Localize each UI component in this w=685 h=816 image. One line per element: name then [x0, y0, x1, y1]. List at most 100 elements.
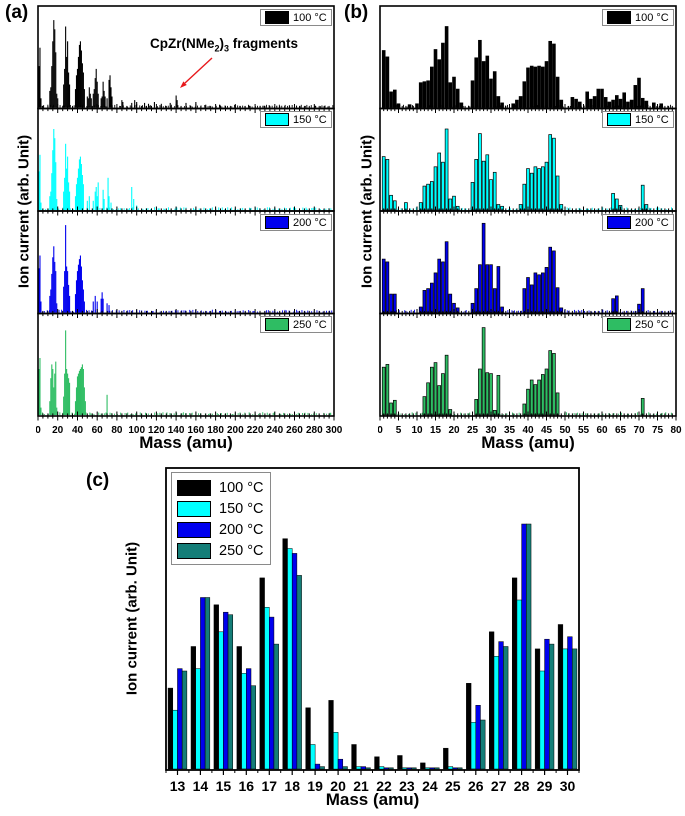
svg-text:200: 200 — [227, 425, 244, 436]
legend-b-250c: 250 °C — [602, 316, 674, 333]
legend-label-150c: 150 °C — [293, 113, 327, 126]
legend-swatch-150c-icon — [607, 113, 631, 126]
svg-text:23: 23 — [399, 778, 415, 794]
svg-text:75: 75 — [652, 425, 664, 436]
panel-c-label: (c) — [86, 470, 110, 491]
legend-swatch-250c-icon — [607, 318, 631, 331]
legend-b-150c: 150 °C — [602, 111, 674, 128]
legend-label-250c: 250 °C — [219, 542, 264, 559]
svg-text:220: 220 — [247, 425, 264, 436]
svg-text:25: 25 — [445, 778, 461, 794]
legend-c-row-100c: 100 °C — [177, 477, 264, 498]
legend-swatch-150c-icon — [177, 500, 211, 517]
panel-b-spectra-chart: 0 5 10 15 20 25 30 35 40 45 50 55 60 65 70 75 80 — [378, 5, 682, 436]
legend-b-100c: 100 °C — [602, 9, 674, 26]
svg-text:20: 20 — [52, 425, 64, 436]
svg-text:21: 21 — [353, 778, 369, 794]
cpzr-fragments-annotation: CpZr(NMe2)3 fragments — [150, 36, 299, 54]
panel-a-spectra-chart: 0 20 40 60 80 100 120 140 160 180 200 220 240 260 280 3… — [36, 5, 342, 436]
svg-text:24: 24 — [422, 778, 438, 794]
svg-text:25: 25 — [467, 425, 479, 436]
legend-swatch-250c-icon — [177, 542, 211, 559]
svg-text:140: 140 — [168, 425, 185, 436]
panel-b-y-axis-label: Ion current (arb. Unit) — [358, 134, 376, 289]
legend-label-200c: 200 °C — [219, 521, 264, 538]
legend-c-row-200c: 200 °C — [177, 519, 264, 540]
legend-label-100c: 100 °C — [293, 11, 327, 24]
legend-label-200c: 200 °C — [635, 216, 669, 229]
svg-text:28: 28 — [514, 778, 530, 794]
panel-a-label: (a) — [5, 2, 29, 23]
svg-text:80: 80 — [670, 425, 682, 436]
svg-text:22: 22 — [376, 778, 392, 794]
svg-text:20: 20 — [448, 425, 460, 436]
svg-text:0: 0 — [36, 425, 41, 436]
legend-c-row-250c: 250 °C — [177, 540, 264, 561]
svg-text:26: 26 — [468, 778, 484, 794]
legend-label-250c: 250 °C — [635, 318, 669, 331]
svg-text:16: 16 — [239, 778, 255, 794]
svg-text:300: 300 — [326, 425, 342, 436]
legend-swatch-150c-icon — [265, 113, 289, 126]
legend-swatch-200c-icon — [265, 216, 289, 229]
legend-label-150c: 150 °C — [635, 113, 669, 126]
panel-b-x-axis-label: Mass (amu) — [481, 433, 575, 452]
svg-text:280: 280 — [306, 425, 323, 436]
svg-text:15: 15 — [216, 778, 232, 794]
panel-c-y-axis-label: Ion current (arb. Unit) — [123, 541, 141, 696]
svg-text:160: 160 — [188, 425, 205, 436]
legend-a-200c: 200 °C — [260, 214, 332, 231]
legend-swatch-100c-icon — [265, 11, 289, 24]
svg-text:35: 35 — [504, 425, 516, 436]
legend-label-100c: 100 °C — [635, 11, 669, 24]
legend-label-150c: 150 °C — [219, 500, 264, 517]
svg-text:100: 100 — [128, 425, 145, 436]
svg-text:14: 14 — [193, 778, 209, 794]
svg-text:30: 30 — [485, 425, 497, 436]
panel-c-x-axis-label: Mass (amu) — [325, 790, 420, 809]
legend-a-100c: 100 °C — [260, 9, 332, 26]
svg-text:40: 40 — [72, 425, 84, 436]
svg-text:180: 180 — [207, 425, 224, 436]
legend-c: 100 °C 150 °C 200 °C 250 °C — [171, 472, 271, 565]
svg-text:29: 29 — [537, 778, 553, 794]
legend-c-row-150c: 150 °C — [177, 498, 264, 519]
legend-label-250c: 250 °C — [293, 318, 327, 331]
legend-a-150c: 150 °C — [260, 111, 332, 128]
panel-c-grouped-bar-chart: 13 14 15 16 17 18 19 20 21 22 23 24 25 26 27 28 29 30 — [165, 467, 580, 794]
svg-text:13: 13 — [170, 778, 186, 794]
legend-swatch-250c-icon — [265, 318, 289, 331]
svg-text:20: 20 — [330, 778, 346, 794]
svg-text:55: 55 — [578, 425, 590, 436]
legend-swatch-200c-icon — [177, 521, 211, 538]
svg-text:30: 30 — [560, 778, 576, 794]
legend-a-250c: 250 °C — [260, 316, 332, 333]
svg-text:80: 80 — [111, 425, 123, 436]
legend-b-200c: 200 °C — [602, 214, 674, 231]
svg-text:40: 40 — [522, 425, 534, 436]
svg-text:17: 17 — [262, 778, 278, 794]
svg-text:27: 27 — [491, 778, 507, 794]
legend-swatch-100c-icon — [607, 11, 631, 24]
svg-text:120: 120 — [148, 425, 165, 436]
svg-text:60: 60 — [92, 425, 104, 436]
svg-text:50: 50 — [559, 425, 571, 436]
panel-a-x-axis-label: Mass (amu) — [139, 433, 233, 452]
svg-text:10: 10 — [411, 425, 423, 436]
svg-text:260: 260 — [286, 425, 303, 436]
svg-text:65: 65 — [615, 425, 627, 436]
svg-text:0: 0 — [378, 425, 383, 436]
svg-text:240: 240 — [266, 425, 283, 436]
svg-text:18: 18 — [284, 778, 300, 794]
svg-text:45: 45 — [541, 425, 553, 436]
legend-swatch-100c-icon — [177, 479, 211, 496]
legend-label-100c: 100 °C — [219, 479, 264, 496]
svg-text:70: 70 — [633, 425, 645, 436]
svg-text:60: 60 — [596, 425, 608, 436]
svg-text:19: 19 — [307, 778, 323, 794]
panel-a-y-axis-label: Ion current (arb. Unit) — [15, 134, 33, 289]
legend-swatch-200c-icon — [607, 216, 631, 229]
panel-b-label: (b) — [344, 2, 369, 23]
svg-text:5: 5 — [396, 425, 402, 436]
